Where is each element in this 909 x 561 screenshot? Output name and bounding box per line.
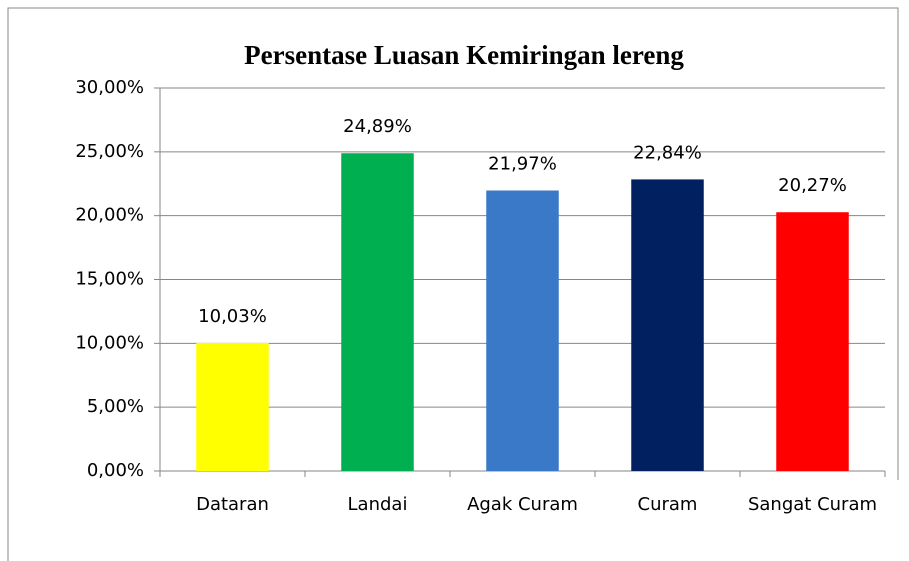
y-tick-label: 0,00% [87,460,144,481]
y-tick-label: 10,00% [75,332,144,353]
y-tick-label: 25,00% [75,141,144,162]
bar [196,342,269,471]
x-tick-label: Agak Curam [467,494,578,515]
value-label: 10,03% [198,306,267,327]
value-label: 24,89% [343,116,412,137]
x-tick-label: Dataran [196,494,269,515]
bar [341,153,414,471]
y-tick-label: 30,00% [75,77,144,98]
bar [486,190,559,471]
x-tick-label: Sangat Curam [748,494,877,515]
y-tick-label: 15,00% [75,269,144,290]
y-tick-label: 20,00% [75,205,144,226]
chart-title: Persentase Luasan Kemiringan lereng [244,40,684,70]
value-label: 22,84% [633,142,702,163]
x-tick-label: Landai [348,494,408,515]
value-label: 20,27% [778,175,847,196]
value-label: 21,97% [488,154,557,175]
y-tick-label: 5,00% [87,396,144,417]
x-tick-label: Curam [638,494,698,515]
bar [776,212,849,471]
chart-frame [7,7,899,561]
bar [631,179,704,471]
